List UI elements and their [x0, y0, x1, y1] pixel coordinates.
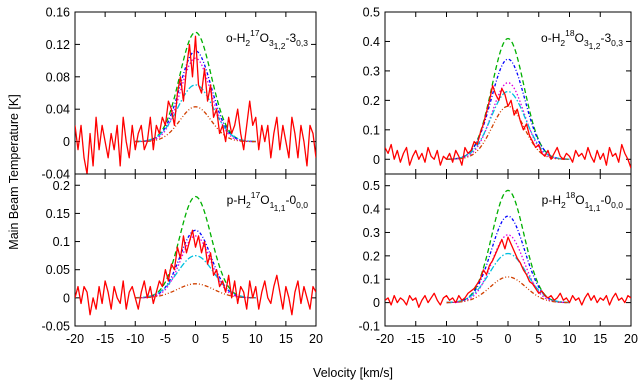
y-tick-label: 0 [63, 291, 70, 305]
x-tick-label: -10 [126, 332, 144, 346]
model-curve-2 [135, 50, 256, 143]
y-tick-label: 0.3 [363, 226, 380, 240]
model-curve-1 [135, 31, 256, 143]
panel-2: 0 0.1 0.2 0.3 0.4 0.5 o-H218O31,2-30,3 [363, 6, 632, 175]
panel-1: -0.04 0 0.04 0.08 0.12 0.16 o-H217O31,2-30,3 [42, 6, 317, 182]
y-axis-label: Main Beam Temperature [K] [7, 94, 21, 249]
y-tick-label: 0.16 [46, 6, 70, 20]
y-tick-label: 0 [373, 153, 380, 167]
x-tick-label: -20 [66, 332, 84, 346]
panel-label: o-H218O31,2-30,3 [541, 28, 623, 51]
model-curve-2 [446, 215, 570, 304]
observed-spectrum [75, 229, 316, 316]
y-tick-label: -0.04 [42, 168, 71, 182]
panel-label: p-H218O11,1-00,0 [542, 190, 624, 213]
y-tick-label: 0.15 [46, 207, 70, 221]
model-curve-3 [135, 57, 256, 143]
panel-frame [384, 173, 632, 327]
x-tick-label: 0 [192, 332, 199, 346]
x-tick-label: -5 [472, 332, 483, 346]
model-curve-1 [446, 189, 570, 304]
y-tick-label: 0.5 [363, 6, 380, 20]
y-tick-label: 0.2 [363, 94, 380, 108]
panels-group: -0.0400.040.080.120.16o-H217O31,2-30,300… [42, 6, 638, 347]
x-tick-label: -5 [160, 332, 171, 346]
model-curve-3 [135, 235, 256, 299]
model-curve-2 [135, 229, 256, 299]
observed-spectrum [75, 35, 316, 174]
model-curve-5 [135, 283, 256, 299]
y-tick-label: 0 [373, 296, 380, 310]
y-tick-label: 0.04 [46, 103, 70, 117]
panel-label: o-H217O31,2-30,3 [226, 28, 308, 51]
x-tick-label: 10 [249, 332, 263, 346]
model-curve-2 [446, 58, 570, 160]
y-tick-label: -0.05 [42, 320, 71, 334]
x-tick-label: -20 [376, 332, 394, 346]
x-tick-label: -15 [407, 332, 425, 346]
x-tick-label: -10 [437, 332, 455, 346]
x-tick-label: 0 [505, 332, 512, 346]
y-tick-label: 0.05 [46, 263, 70, 277]
model-curve-3 [446, 234, 570, 304]
x-axis-label: Velocity [km/s] [313, 366, 393, 380]
x-tick-label: 15 [279, 332, 293, 346]
y-tick-label: 0.12 [46, 38, 70, 52]
panel-4: -0.1 0 0.1 0.2 0.3 0.4 0.5 -20 -15 -10 -5 0 5 10 15 20 p… [358, 173, 638, 346]
y-tick-label: 0.1 [363, 273, 380, 287]
y-tick-label: 0.4 [363, 35, 380, 49]
y-tick-label: 0.5 [363, 179, 380, 193]
model-curve-5 [135, 106, 256, 143]
x-tick-label: 20 [624, 332, 638, 346]
model-curve-4 [135, 254, 256, 299]
panel-label: p-H217O11,1-00,0 [227, 190, 309, 213]
x-tick-label: 10 [563, 332, 577, 346]
observed-spectrum [385, 236, 631, 308]
y-tick-label: 0.1 [53, 235, 70, 249]
y-tick-label: 0 [63, 135, 70, 149]
y-tick-label: 0.2 [363, 249, 380, 263]
y-tick-label: -0.1 [358, 320, 380, 334]
y-tick-label: 0.2 [53, 179, 70, 193]
y-tick-label: 0.4 [363, 203, 380, 217]
x-tick-label: 15 [593, 332, 607, 346]
observed-spectrum [385, 84, 631, 169]
y-tick-label: 0.1 [363, 123, 380, 137]
model-curve-4 [446, 252, 570, 304]
model-curve-5 [446, 276, 570, 304]
y-tick-label: 0.3 [363, 64, 380, 78]
x-tick-label: 20 [309, 332, 323, 346]
x-tick-label: 5 [535, 332, 542, 346]
x-tick-label: 5 [222, 332, 229, 346]
model-curve-5 [446, 105, 570, 160]
panel-frame [384, 11, 632, 175]
panel-3: -0.05 0 0.05 0.1 0.15 0.2 -20 -15 -10 -5 0 5 10 15 20 p… [42, 173, 323, 346]
model-curve-1 [446, 37, 570, 160]
y-tick-label: 0.08 [46, 70, 70, 84]
x-tick-label: -15 [96, 332, 114, 346]
